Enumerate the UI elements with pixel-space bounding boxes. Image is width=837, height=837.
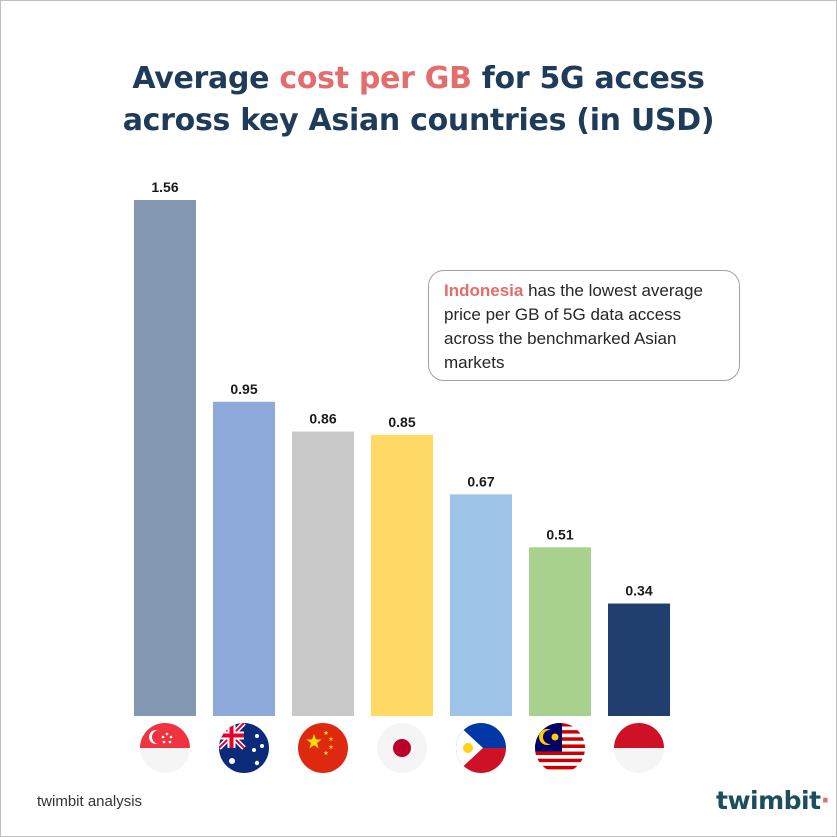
bar-china xyxy=(292,431,354,716)
bar-japan xyxy=(371,434,433,716)
singapore-flag-icon xyxy=(140,723,190,773)
value-label: 0.67 xyxy=(467,473,494,489)
japan-flag-icon xyxy=(377,723,427,773)
value-label: 0.51 xyxy=(546,526,573,542)
indonesia-flag-icon xyxy=(614,723,664,773)
value-label: 0.95 xyxy=(230,381,257,397)
philippines-flag-icon xyxy=(456,723,506,773)
title-line2: across key Asian countries (in USD) xyxy=(122,103,715,138)
bar-malaysia xyxy=(529,547,591,716)
bar-australia xyxy=(213,401,275,716)
callout-text: has the lowest average price per GB of 5… xyxy=(444,281,703,372)
value-label: 0.34 xyxy=(625,583,652,599)
brand-logo: twimbit· xyxy=(716,786,830,815)
chart-title: Average cost per GB for 5G access across… xyxy=(0,58,837,142)
annotation-callout: Indonesia has the lowest average price p… xyxy=(428,270,740,381)
bar-singapore xyxy=(134,200,196,716)
logo-text: twimbit xyxy=(716,786,821,815)
title-part1: Average xyxy=(132,61,280,96)
china-flag-icon xyxy=(298,723,348,773)
value-label: 1.56 xyxy=(151,179,178,195)
logo-dot: · xyxy=(820,786,831,815)
title-highlight: cost per GB xyxy=(279,61,472,96)
australia-flag-icon xyxy=(219,723,269,773)
bar-indonesia xyxy=(608,603,670,716)
value-label: 0.86 xyxy=(309,411,336,427)
value-label: 0.85 xyxy=(388,414,415,430)
callout-highlight: Indonesia xyxy=(444,281,524,300)
title-part2: for 5G access xyxy=(471,61,705,96)
malaysia-flag-icon xyxy=(535,723,585,773)
bars-group: 1.56 0.95 0.86 0.85 0.67 0.51 0.34 xyxy=(134,179,670,716)
flags-group xyxy=(140,723,664,773)
bar-philippines xyxy=(450,494,512,716)
source-note: twimbit analysis xyxy=(37,793,143,810)
